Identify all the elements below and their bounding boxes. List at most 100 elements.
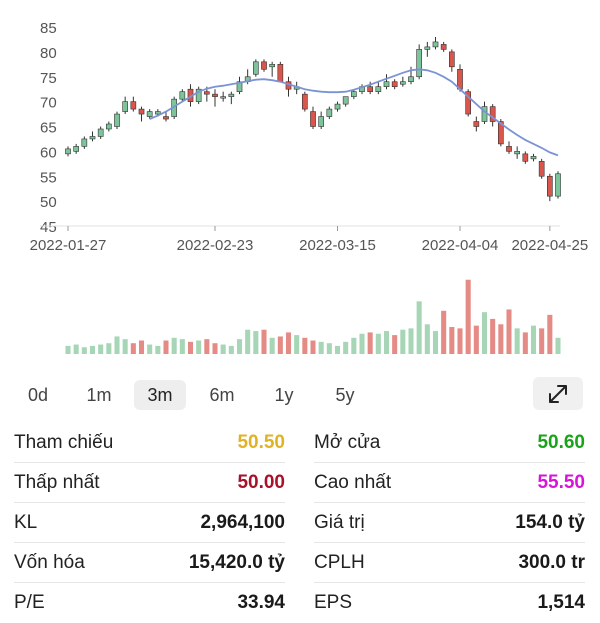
candle-body xyxy=(97,128,104,137)
volume-bar xyxy=(392,335,398,354)
candle-body xyxy=(514,151,520,155)
x-tick-label: 2022-02-23 xyxy=(177,237,254,254)
volume-bar xyxy=(457,328,463,354)
candle-body xyxy=(408,76,414,83)
divider xyxy=(14,582,285,583)
volume-bar xyxy=(375,333,381,354)
divider xyxy=(14,502,285,503)
candle-body xyxy=(432,41,439,48)
divider xyxy=(314,582,585,583)
volume-bar xyxy=(514,328,520,354)
candle-body xyxy=(163,116,169,120)
volume-bar xyxy=(432,331,439,354)
low-price-value: 50.00 xyxy=(237,472,285,493)
x-tick-label: 2022-03-15 xyxy=(299,237,376,254)
volume-bar xyxy=(449,327,455,354)
volume-bar xyxy=(212,343,218,354)
stats-row-3: KL 2,964,100 Giá trị 154.0 tỷ xyxy=(0,504,600,543)
candle-body xyxy=(195,88,202,102)
volume-bar xyxy=(163,340,169,354)
candle-body xyxy=(489,106,496,122)
stats-row-1: Tham chiếu 50.50 Mở cửa 50.60 xyxy=(0,424,600,463)
y-tick-label: 60 xyxy=(40,144,57,161)
candle-body xyxy=(449,51,455,68)
candle-body xyxy=(334,103,341,110)
candle-body xyxy=(220,96,226,99)
divider xyxy=(14,462,285,463)
volume-bar xyxy=(171,337,177,354)
candle-body xyxy=(212,93,218,97)
volume-bar xyxy=(147,344,153,354)
candle-body xyxy=(416,49,422,78)
candle-body xyxy=(65,148,71,155)
candle-body xyxy=(383,81,390,87)
candle-body xyxy=(81,138,88,147)
volume-bar xyxy=(539,328,545,354)
volume-bar xyxy=(261,329,267,354)
volume-bar xyxy=(408,328,414,354)
tab-5y[interactable]: 5y xyxy=(335,385,355,405)
tab-6m[interactable]: 6m xyxy=(209,385,235,405)
candle-body xyxy=(506,146,512,152)
open-price-value: 50.60 xyxy=(537,432,585,453)
divider xyxy=(314,542,585,543)
candle-body xyxy=(106,123,112,130)
y-tick-label: 65 xyxy=(40,120,57,137)
volume-bar xyxy=(122,339,128,354)
candle-body xyxy=(465,91,471,115)
candle-body xyxy=(253,61,259,75)
tab-0d[interactable]: 0d xyxy=(27,385,49,405)
price-chart[interactable]: 85 80 75 70 65 60 55 50 45 2022-01-27 2022-02-23 20… xyxy=(0,0,600,372)
candle-body xyxy=(391,81,398,87)
volume-bar xyxy=(506,309,512,354)
volume-bar xyxy=(73,344,79,354)
market-cap-label: Vốn hóa xyxy=(14,552,85,573)
volume-bar xyxy=(204,339,210,354)
candle-body xyxy=(236,81,243,92)
volume-bar xyxy=(81,347,87,354)
market-cap-value: 15,420.0 tỷ xyxy=(188,552,285,573)
stats-row-5: P/E 33.94 EPS 1,514 xyxy=(0,584,600,623)
volume-bar xyxy=(465,279,471,354)
volume-bar xyxy=(424,324,430,354)
tab-3m[interactable]: 3m xyxy=(134,380,186,410)
tab-1y[interactable]: 1y xyxy=(274,385,294,405)
eps-label: EPS xyxy=(314,592,353,613)
candle-body xyxy=(375,86,382,92)
volume-bar xyxy=(555,337,561,354)
y-tick-label: 75 xyxy=(40,70,57,87)
shares-value: 300.0 tr xyxy=(518,552,585,573)
candle-body xyxy=(400,81,406,85)
volume-bar xyxy=(89,345,96,354)
candle-body xyxy=(277,64,284,83)
candle-body xyxy=(138,108,145,115)
candle-body xyxy=(146,111,153,117)
open-price-label: Mở cửa xyxy=(314,432,381,453)
candle-body xyxy=(440,44,447,50)
volume-bar xyxy=(343,341,349,354)
stats-row-4: Vốn hóa 15,420.0 tỷ CPLH 300.0 tr xyxy=(0,544,600,583)
expand-chart-button[interactable] xyxy=(533,377,583,410)
x-tick-label: 2022-04-04 xyxy=(422,237,499,254)
volume-bar xyxy=(383,331,390,354)
volume-bar xyxy=(351,337,357,354)
candle-body xyxy=(318,116,324,127)
tab-1m[interactable]: 1m xyxy=(86,385,112,405)
volume-bar xyxy=(481,312,488,354)
candle-body xyxy=(522,153,529,162)
candle-body xyxy=(555,173,561,197)
volume-bar xyxy=(138,340,145,354)
candle-body xyxy=(130,101,137,110)
volume-bar xyxy=(277,336,283,354)
volume-bar xyxy=(253,331,259,354)
x-tick-label: 2022-04-25 xyxy=(511,237,588,254)
volume-bar xyxy=(441,310,447,354)
volume-bar xyxy=(98,344,104,354)
volume-bar xyxy=(179,339,185,354)
volume-bar xyxy=(522,332,528,354)
candle-body xyxy=(547,175,553,197)
volume-bar xyxy=(318,341,324,354)
candle-body xyxy=(228,93,235,97)
volume-value: 2,964,100 xyxy=(200,512,285,533)
